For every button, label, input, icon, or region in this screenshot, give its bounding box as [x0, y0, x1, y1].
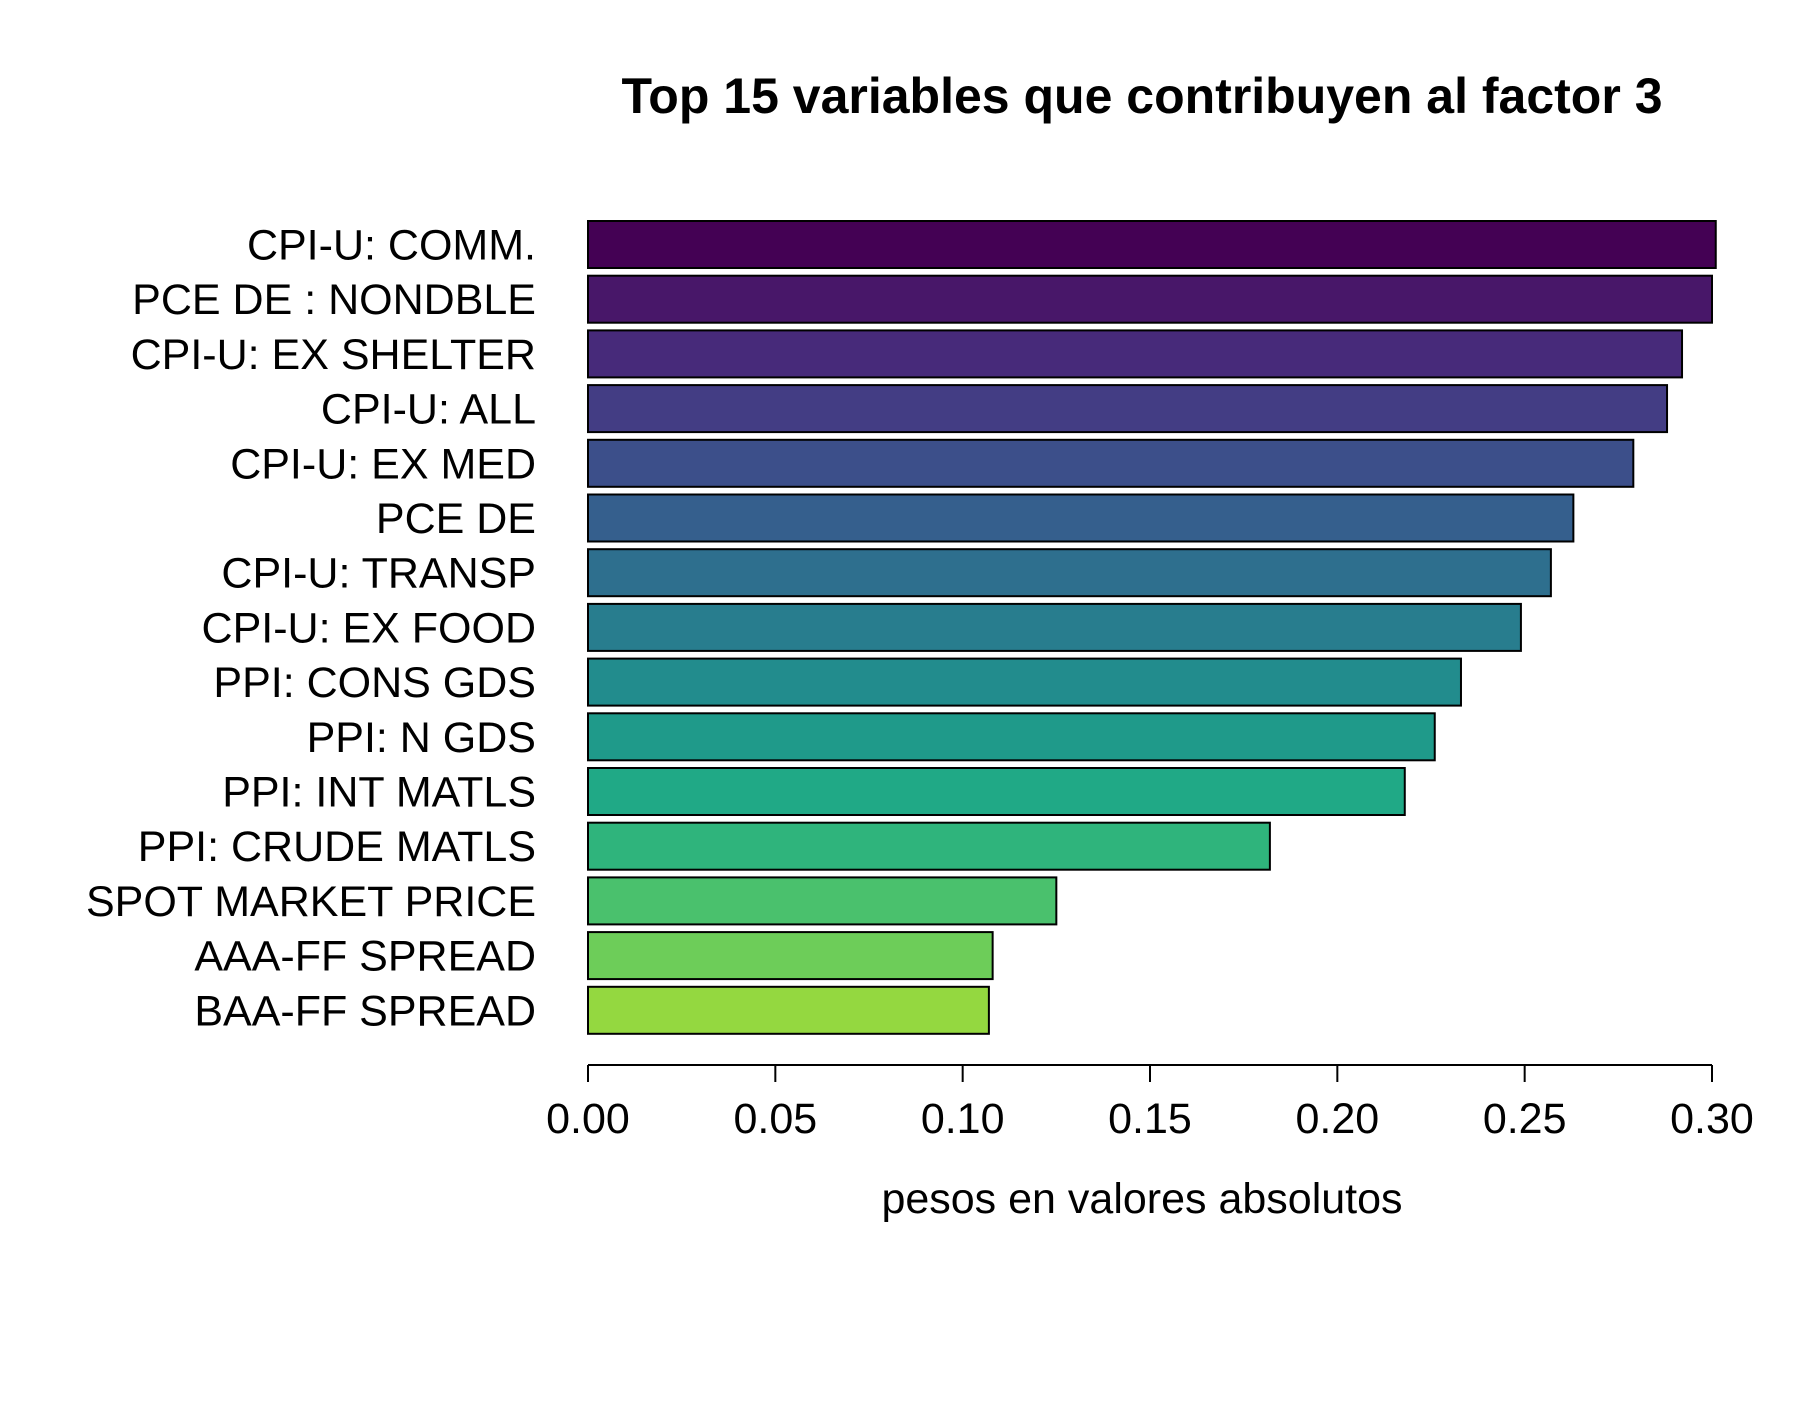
- bar: [587, 985, 990, 1035]
- category-label: SPOT MARKET PRICE: [86, 878, 536, 926]
- category-label: PCE DE : NONDBLE: [132, 276, 536, 324]
- category-label: AAA-FF SPREAD: [194, 933, 536, 981]
- x-tick-label: 0.05: [733, 1095, 817, 1143]
- bar: [587, 876, 1058, 926]
- bar: [587, 329, 1684, 379]
- category-label: CPI-U: EX FOOD: [202, 604, 536, 652]
- category-label: CPI-U: ALL: [321, 386, 536, 434]
- category-label: CPI-U: COMM.: [247, 222, 536, 270]
- bar: [587, 548, 1552, 598]
- bar: [587, 493, 1575, 543]
- x-tick-label: 0.10: [921, 1095, 1005, 1143]
- category-label: PCE DE: [376, 495, 536, 543]
- bar: [587, 657, 1462, 707]
- bar: [587, 931, 994, 981]
- bar: [587, 384, 1669, 434]
- chart-title: Top 15 variables que contribuyen al fact…: [621, 68, 1662, 124]
- x-tick-label: 0.25: [1483, 1095, 1567, 1143]
- x-tick-label: 0.00: [546, 1095, 630, 1143]
- bar: [587, 438, 1635, 488]
- bar: [587, 712, 1436, 762]
- x-tick-label: 0.15: [1108, 1095, 1192, 1143]
- bar: [587, 821, 1271, 871]
- bar: [587, 767, 1406, 816]
- category-label: BAA-FF SPREAD: [194, 987, 536, 1035]
- bars-group: [587, 220, 1717, 1035]
- x-axis-title: pesos en valores absolutos: [881, 1175, 1402, 1223]
- bar: [587, 220, 1717, 269]
- category-label: PPI: N GDS: [307, 714, 536, 762]
- category-label: CPI-U: EX MED: [230, 440, 536, 488]
- category-label: PPI: INT MATLS: [222, 769, 536, 817]
- x-tick-label: 0.30: [1670, 1095, 1754, 1143]
- x-tick-label: 0.20: [1295, 1095, 1379, 1143]
- category-labels: CPI-U: COMM. PCE DE : NONDBLE CPI-U: EX SH…: [86, 222, 536, 1036]
- bar: [587, 602, 1522, 652]
- x-axis: 0.00 0.05 0.10 0.15 0.20 0.25 0.30: [546, 1064, 1754, 1143]
- category-label: CPI-U: EX SHELTER: [131, 331, 536, 379]
- category-label: PPI: CONS GDS: [213, 659, 536, 707]
- bar: [587, 274, 1713, 324]
- category-label: PPI: CRUDE MATLS: [138, 823, 536, 871]
- category-label: CPI-U: TRANSP: [221, 550, 536, 598]
